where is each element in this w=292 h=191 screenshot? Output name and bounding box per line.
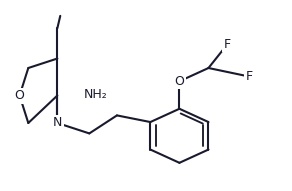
- Text: F: F: [246, 70, 253, 83]
- Text: N: N: [53, 117, 62, 129]
- Text: F: F: [224, 38, 231, 51]
- Text: O: O: [15, 89, 25, 102]
- Text: NH₂: NH₂: [83, 88, 107, 101]
- Text: O: O: [175, 75, 184, 88]
